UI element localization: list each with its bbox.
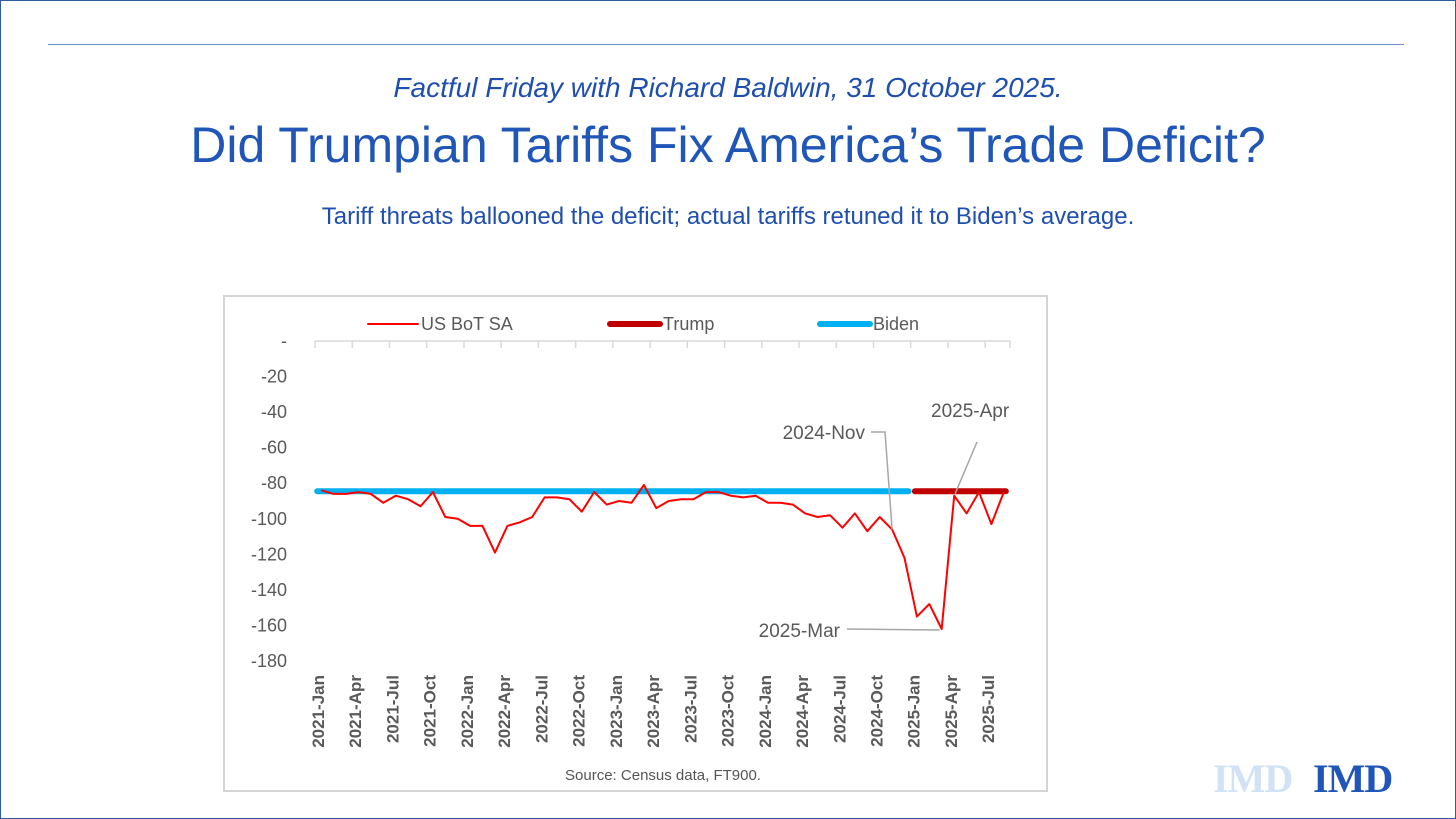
legend-label: Trump xyxy=(663,314,714,334)
y-tick-label: -140 xyxy=(251,580,287,600)
chart-container: US BoT SA Trump Biden - -20 -40 -60 -80 -100 -12… xyxy=(223,295,1048,792)
chart-annotations: 2024-Nov 2025-Mar 2025-Apr xyxy=(759,401,1010,642)
chart-source: Source: Census data, FT900. xyxy=(565,767,761,784)
trade-balance-chart: US BoT SA Trump Biden - -20 -40 -60 -80 -100 -12… xyxy=(251,314,1011,748)
y-tick-label: -180 xyxy=(251,651,287,671)
x-tick-label: 2021-Apr xyxy=(346,675,365,748)
annotation-leader xyxy=(846,628,940,631)
x-tick-label: 2022-Apr xyxy=(495,675,514,748)
y-tick-label: -160 xyxy=(251,615,287,635)
x-tick-label: 2021-Jul xyxy=(383,675,402,743)
y-tick-label: -100 xyxy=(251,509,287,529)
slide-subtitle: Tariff threats ballooned the deficit; ac… xyxy=(321,203,1135,230)
annotation-label: 2024-Nov xyxy=(783,423,866,444)
y-tick-label: -60 xyxy=(261,438,287,458)
x-tick-label: 2023-Apr xyxy=(644,675,663,748)
x-tick-label: 2024-Apr xyxy=(793,675,812,748)
x-tick-label: 2022-Oct xyxy=(570,675,589,747)
x-tick-label: 2024-Oct xyxy=(867,675,886,747)
y-axis: - -20 -40 -60 -80 -100 -120 -140 -160 -180 xyxy=(251,331,287,671)
legend-label: Biden xyxy=(873,314,919,334)
x-axis: 2021-Jan 2021-Apr 2021-Jul 2021-Oct 2022-Jan… xyxy=(309,340,1011,748)
annotation-leader xyxy=(954,441,978,494)
imd-logo: IMD xyxy=(1313,756,1393,801)
x-tick-label: 2025-Apr xyxy=(942,675,961,748)
y-tick-label: -40 xyxy=(261,402,287,422)
y-tick-label: - xyxy=(281,331,287,351)
legend-label: US BoT SA xyxy=(421,314,513,334)
x-tick-label: 2021-Oct xyxy=(421,675,440,747)
us-bot-sa-line xyxy=(320,484,1005,630)
imd-logo-faded: IMD xyxy=(1213,756,1293,801)
x-tick-label: 2025-Jul xyxy=(979,675,998,743)
slide-title: Did Trumpian Tariffs Fix America’s Trade… xyxy=(190,117,1266,173)
x-tick-label: 2021-Jan xyxy=(309,675,328,748)
y-tick-label: -120 xyxy=(251,544,287,564)
x-tick-label: 2023-Oct xyxy=(719,675,738,747)
x-tick-label: 2022-Jul xyxy=(532,675,551,743)
x-tick-label: 2023-Jan xyxy=(607,675,626,748)
x-tick-label: 2022-Jan xyxy=(458,675,477,748)
annotation-label: 2025-Apr xyxy=(931,401,1010,422)
series-lines xyxy=(314,484,1009,630)
y-tick-label: -80 xyxy=(261,473,287,493)
annotation-leader xyxy=(871,431,893,530)
x-tick-label: 2025-Jan xyxy=(905,675,924,748)
x-tick-label: 2024-Jan xyxy=(756,675,775,748)
annotation-label: 2025-Mar xyxy=(759,621,841,642)
x-tick-label: 2023-Jul xyxy=(681,675,700,743)
slide-kicker: Factful Friday with Richard Baldwin, 31 … xyxy=(393,72,1063,103)
chart-legend: US BoT SA Trump Biden xyxy=(367,314,919,334)
y-tick-label: -20 xyxy=(261,367,287,387)
top-divider xyxy=(48,44,1404,45)
x-tick-label: 2024-Jul xyxy=(830,675,849,743)
